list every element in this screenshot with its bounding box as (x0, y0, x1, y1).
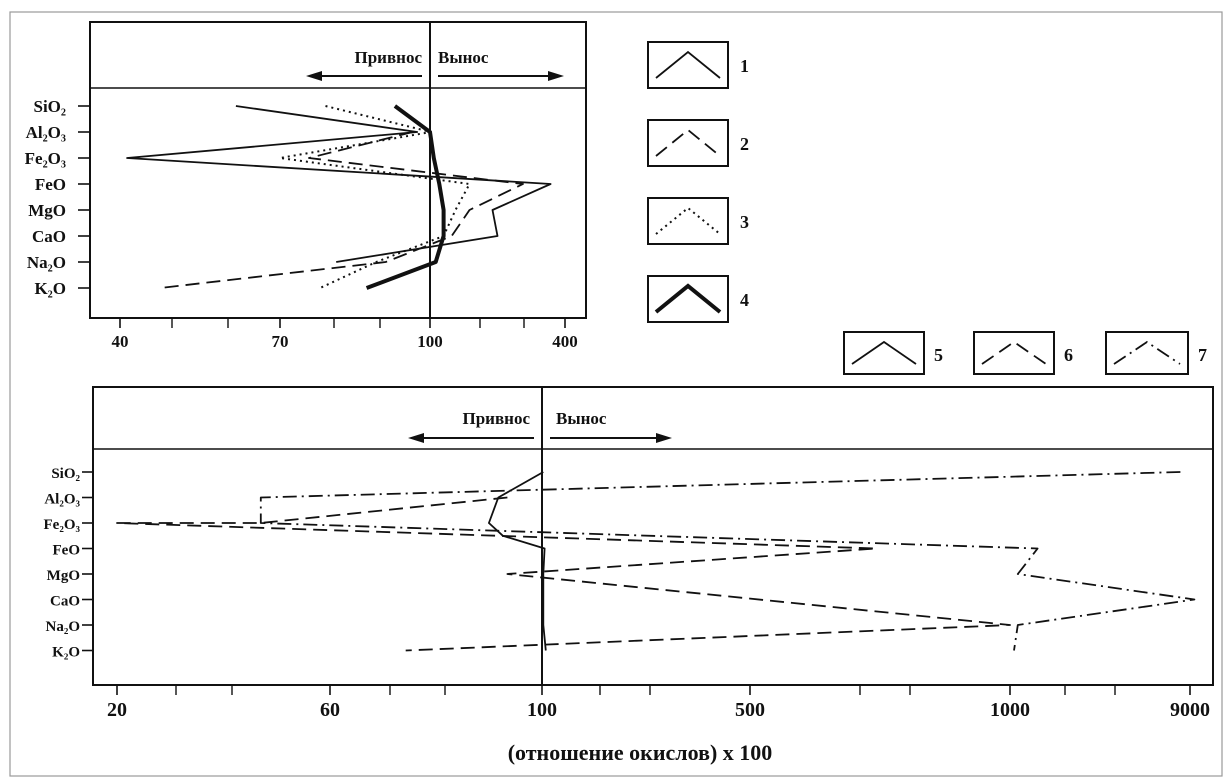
legend-item-3: 3 (647, 197, 749, 245)
legend-item-2: 2 (647, 119, 749, 167)
category-label-k2o: K₂O (52, 645, 80, 661)
x-tick-label: 400 (552, 332, 578, 351)
series-line-7 (259, 471, 1196, 651)
legend-swatch-box (647, 275, 729, 323)
legend-label: 3 (740, 212, 749, 232)
x-tick-label: 100 (417, 332, 443, 351)
series-line-1 (126, 105, 552, 263)
chart-b: Привнос Вынос SiO₂ Al₂O₃ Fe₂O₃ FeO MgO CaO Na₂… (44, 386, 1214, 765)
legend-swatch-box (647, 41, 729, 89)
category-label-cao: CaO (50, 594, 80, 610)
series-line-2 (159, 131, 524, 289)
legend-swatch-box (973, 331, 1055, 375)
legend-item-4: 4 (647, 275, 749, 323)
category-label-k2o: K₂O (34, 279, 66, 298)
legend-swatch-line (981, 340, 1047, 365)
series-line-3 (279, 105, 471, 289)
legend-label: 1 (740, 56, 749, 76)
chart-b-left-label: Привнос (463, 409, 531, 428)
series-line-5 (487, 471, 547, 651)
legend-item-6: 6 (973, 331, 1073, 375)
legend-item-1: 1 (647, 41, 749, 89)
category-label-na2o: Na₂O (46, 619, 81, 635)
category-label-al2o3: Al₂O₃ (26, 123, 66, 142)
chart-a-series (126, 104, 552, 290)
legend-swatch-line (655, 128, 721, 157)
category-label-feo: FeO (53, 543, 81, 559)
chart-b-series (116, 471, 1196, 652)
x-tick-label: 70 (272, 332, 289, 351)
legend-label: 6 (1064, 345, 1073, 365)
legend-swatch-line (654, 283, 722, 314)
legend-swatch-line (655, 206, 721, 235)
category-label-fe2o3: Fe₂O₃ (25, 149, 66, 168)
chart-a-left-label: Привнос (355, 48, 423, 67)
x-tick-label: 60 (320, 699, 340, 721)
chart-a-right-arrowhead (548, 71, 564, 81)
legend-label: 5 (934, 345, 943, 365)
legend-swatch-line (851, 340, 917, 365)
legend-swatch-box (647, 119, 729, 167)
chart-a-category-labels: SiO₂ Al₂O₃ Fe₂O₃ FeO MgO CaO Na₂O K₂O (25, 97, 90, 298)
chart-b-x-ticks: 20 60 100 500 1000 9000 (107, 685, 1210, 721)
chart-b-category-labels: SiO₂ Al₂O₃ Fe₂O₃ FeO MgO CaO Na₂O K₂O (44, 466, 94, 661)
legend-item-7: 7 (1105, 331, 1207, 375)
legend: 1 2 3 4 5 6 7 (647, 41, 1207, 375)
category-label-feo: FeO (35, 175, 66, 194)
chart-a-left-arrowhead (306, 71, 322, 81)
x-tick-label: 40 (112, 332, 129, 351)
category-label-sio2: SiO₂ (34, 97, 67, 116)
category-label-mgo: MgO (28, 201, 66, 220)
x-tick-label: 100 (527, 699, 557, 721)
chart-b-x-axis-label: (отношение окислов) х 100 (508, 740, 773, 765)
category-label-fe2o3: Fe₂O₃ (44, 517, 81, 533)
category-label-sio2: SiO₂ (51, 466, 80, 482)
category-label-mgo: MgO (47, 568, 80, 584)
category-label-cao: CaO (32, 227, 66, 246)
legend-swatch-box (843, 331, 925, 375)
legend-swatch-line (1113, 340, 1181, 365)
legend-label: 7 (1198, 345, 1207, 365)
chart-a-frame (89, 21, 587, 319)
legend-swatch-box (1105, 331, 1189, 375)
series-line-4 (365, 104, 446, 290)
legend-swatch-line (655, 50, 721, 79)
chart-b-left-arrowhead (408, 433, 424, 443)
category-label-al2o3: Al₂O₃ (44, 492, 80, 508)
chart-a-x-ticks: 40 70 100 400 (112, 318, 578, 351)
x-tick-label: 1000 (990, 699, 1030, 721)
x-tick-label: 500 (735, 699, 765, 721)
category-label-na2o: Na₂O (27, 253, 66, 272)
legend-label: 2 (740, 134, 749, 154)
chart-b-right-label: Вынос (556, 409, 607, 428)
x-tick-label: 20 (107, 699, 127, 721)
chart-a-right-label: Вынос (438, 48, 489, 67)
chart-b-frame (92, 386, 1214, 686)
chart-b-right-arrowhead (656, 433, 672, 443)
x-tick-label: 9000 (1170, 699, 1210, 721)
chart-a: Привнос Вынос SiO₂ Al₂O₃ Fe₂O₃ FeO MgO CaO Na₂… (25, 21, 587, 351)
series-line-6 (116, 496, 1011, 652)
legend-item-5: 5 (843, 331, 943, 375)
legend-swatch-box (647, 197, 729, 245)
legend-label: 4 (740, 290, 749, 310)
